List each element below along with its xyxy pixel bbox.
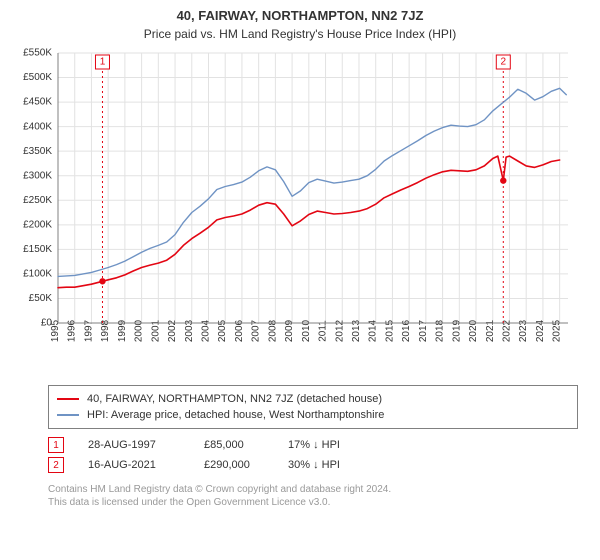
sale-delta: 30% ↓ HPI <box>288 459 378 471</box>
price-chart: £0£50K£100K£150K£200K£250K£300K£350K£400… <box>12 47 588 377</box>
sale-date: 16-AUG-2021 <box>88 459 180 471</box>
attribution-text: Contains HM Land Registry data © Crown c… <box>48 483 578 509</box>
svg-text:£100K: £100K <box>23 269 52 280</box>
svg-text:£200K: £200K <box>23 219 52 230</box>
chart-legend: 40, FAIRWAY, NORTHAMPTON, NN2 7JZ (detac… <box>48 385 578 429</box>
sale-marker-1: 1 <box>48 437 64 453</box>
sale-price: £290,000 <box>204 459 264 471</box>
sale-row: 1 28-AUG-1997 £85,000 17% ↓ HPI <box>48 435 578 455</box>
svg-text:2: 2 <box>501 57 507 68</box>
legend-label: 40, FAIRWAY, NORTHAMPTON, NN2 7JZ (detac… <box>87 393 382 405</box>
page-subtitle: Price paid vs. HM Land Registry's House … <box>0 27 600 41</box>
page-title: 40, FAIRWAY, NORTHAMPTON, NN2 7JZ <box>0 8 600 23</box>
attribution-line: Contains HM Land Registry data © Crown c… <box>48 483 578 496</box>
legend-item: 40, FAIRWAY, NORTHAMPTON, NN2 7JZ (detac… <box>57 391 569 407</box>
sale-date: 28-AUG-1997 <box>88 439 180 451</box>
sale-row: 2 16-AUG-2021 £290,000 30% ↓ HPI <box>48 455 578 475</box>
svg-text:£250K: £250K <box>23 195 52 206</box>
svg-text:£300K: £300K <box>23 170 52 181</box>
sales-list: 1 28-AUG-1997 £85,000 17% ↓ HPI 2 16-AUG… <box>48 435 578 475</box>
legend-swatch <box>57 398 79 400</box>
svg-text:£500K: £500K <box>23 72 52 83</box>
sale-marker-2: 2 <box>48 457 64 473</box>
svg-text:£550K: £550K <box>23 48 52 59</box>
legend-swatch <box>57 414 79 416</box>
svg-text:1: 1 <box>100 57 106 68</box>
sale-delta: 17% ↓ HPI <box>288 439 378 451</box>
svg-text:£150K: £150K <box>23 244 52 255</box>
svg-text:£450K: £450K <box>23 97 52 108</box>
svg-text:£350K: £350K <box>23 146 52 157</box>
sale-price: £85,000 <box>204 439 264 451</box>
attribution-line: This data is licensed under the Open Gov… <box>48 496 578 509</box>
svg-text:£400K: £400K <box>23 121 52 132</box>
svg-text:£50K: £50K <box>29 293 53 304</box>
legend-label: HPI: Average price, detached house, West… <box>87 409 384 421</box>
legend-item: HPI: Average price, detached house, West… <box>57 407 569 423</box>
